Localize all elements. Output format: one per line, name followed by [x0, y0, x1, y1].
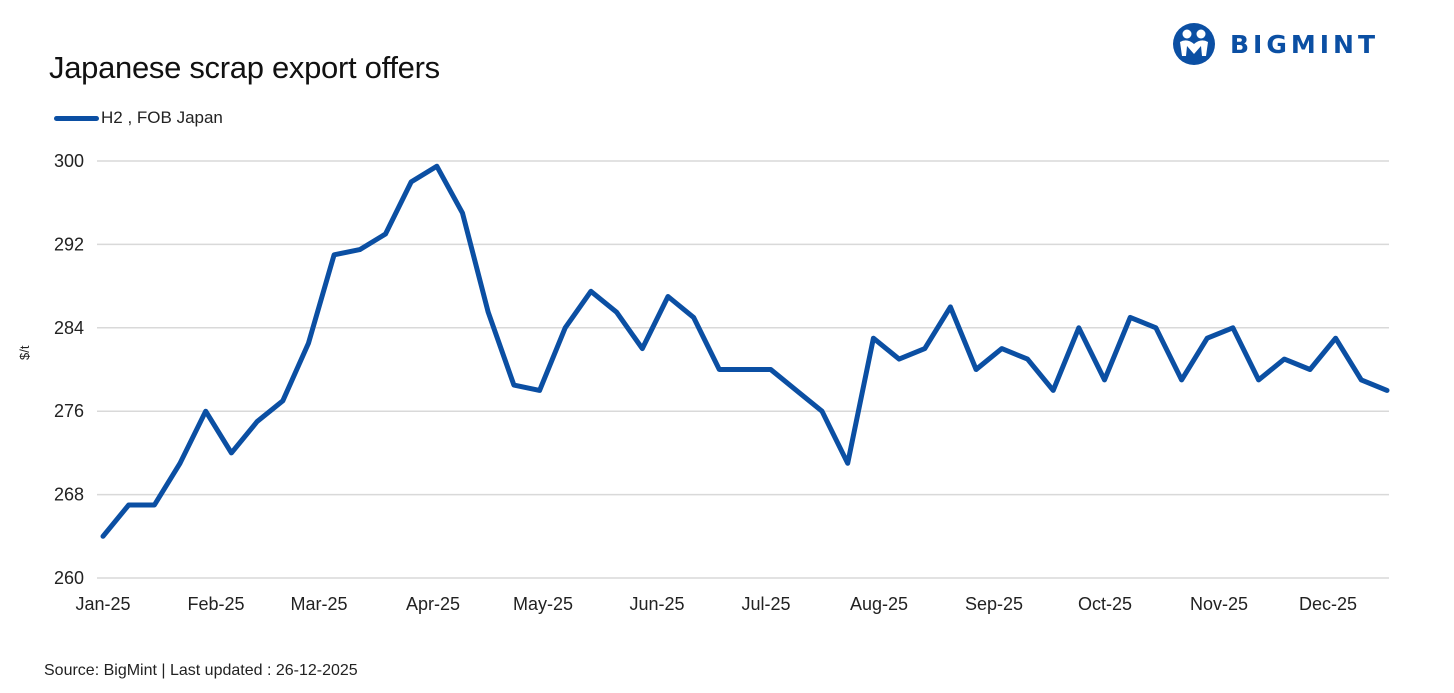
series-line-h2-fob-japan [100, 163, 1390, 539]
y-tick-label: 276 [54, 401, 84, 421]
y-tick-label: 284 [54, 318, 84, 338]
logo-text: BIGMINT [1230, 29, 1380, 59]
y-tick-label: 292 [54, 234, 84, 254]
y-axis-ticks: 260 268 276 284 292 300 [54, 151, 84, 588]
y-tick-label: 268 [54, 485, 84, 505]
source-note: Source: BigMint | Last updated : 26-12-2… [44, 662, 358, 679]
x-tick-label: Apr-25 [406, 594, 460, 614]
x-tick-label: Jun-25 [629, 594, 684, 614]
x-axis-ticks: Jan-25 Feb-25 Mar-25 Apr-25 May-25 Jun-25 Jul-… [75, 594, 1357, 614]
legend-label: H2 , FOB Japan [101, 108, 223, 127]
bigmint-people-icon [1173, 23, 1215, 65]
x-tick-label: Jul-25 [741, 594, 790, 614]
bigmint-logo: BIGMINT [1172, 22, 1379, 66]
legend: H2 , FOB Japan [54, 108, 223, 128]
y-tick-label: 300 [54, 151, 84, 171]
x-tick-label: Aug-25 [850, 594, 908, 614]
x-tick-label: Dec-25 [1299, 594, 1357, 614]
legend-line-swatch [54, 115, 99, 121]
x-tick-label: Sep-25 [965, 594, 1023, 614]
x-tick-label: Feb-25 [187, 594, 244, 614]
x-tick-label: Mar-25 [290, 594, 347, 614]
x-tick-label: Nov-25 [1190, 594, 1248, 614]
gridlines [97, 160, 1389, 579]
x-tick-label: Jan-25 [75, 594, 130, 614]
x-tick-label: May-25 [513, 594, 573, 614]
x-tick-label: Oct-25 [1078, 594, 1132, 614]
y-tick-label: 260 [54, 568, 84, 588]
chart-title: Japanese scrap export offers [49, 50, 440, 85]
